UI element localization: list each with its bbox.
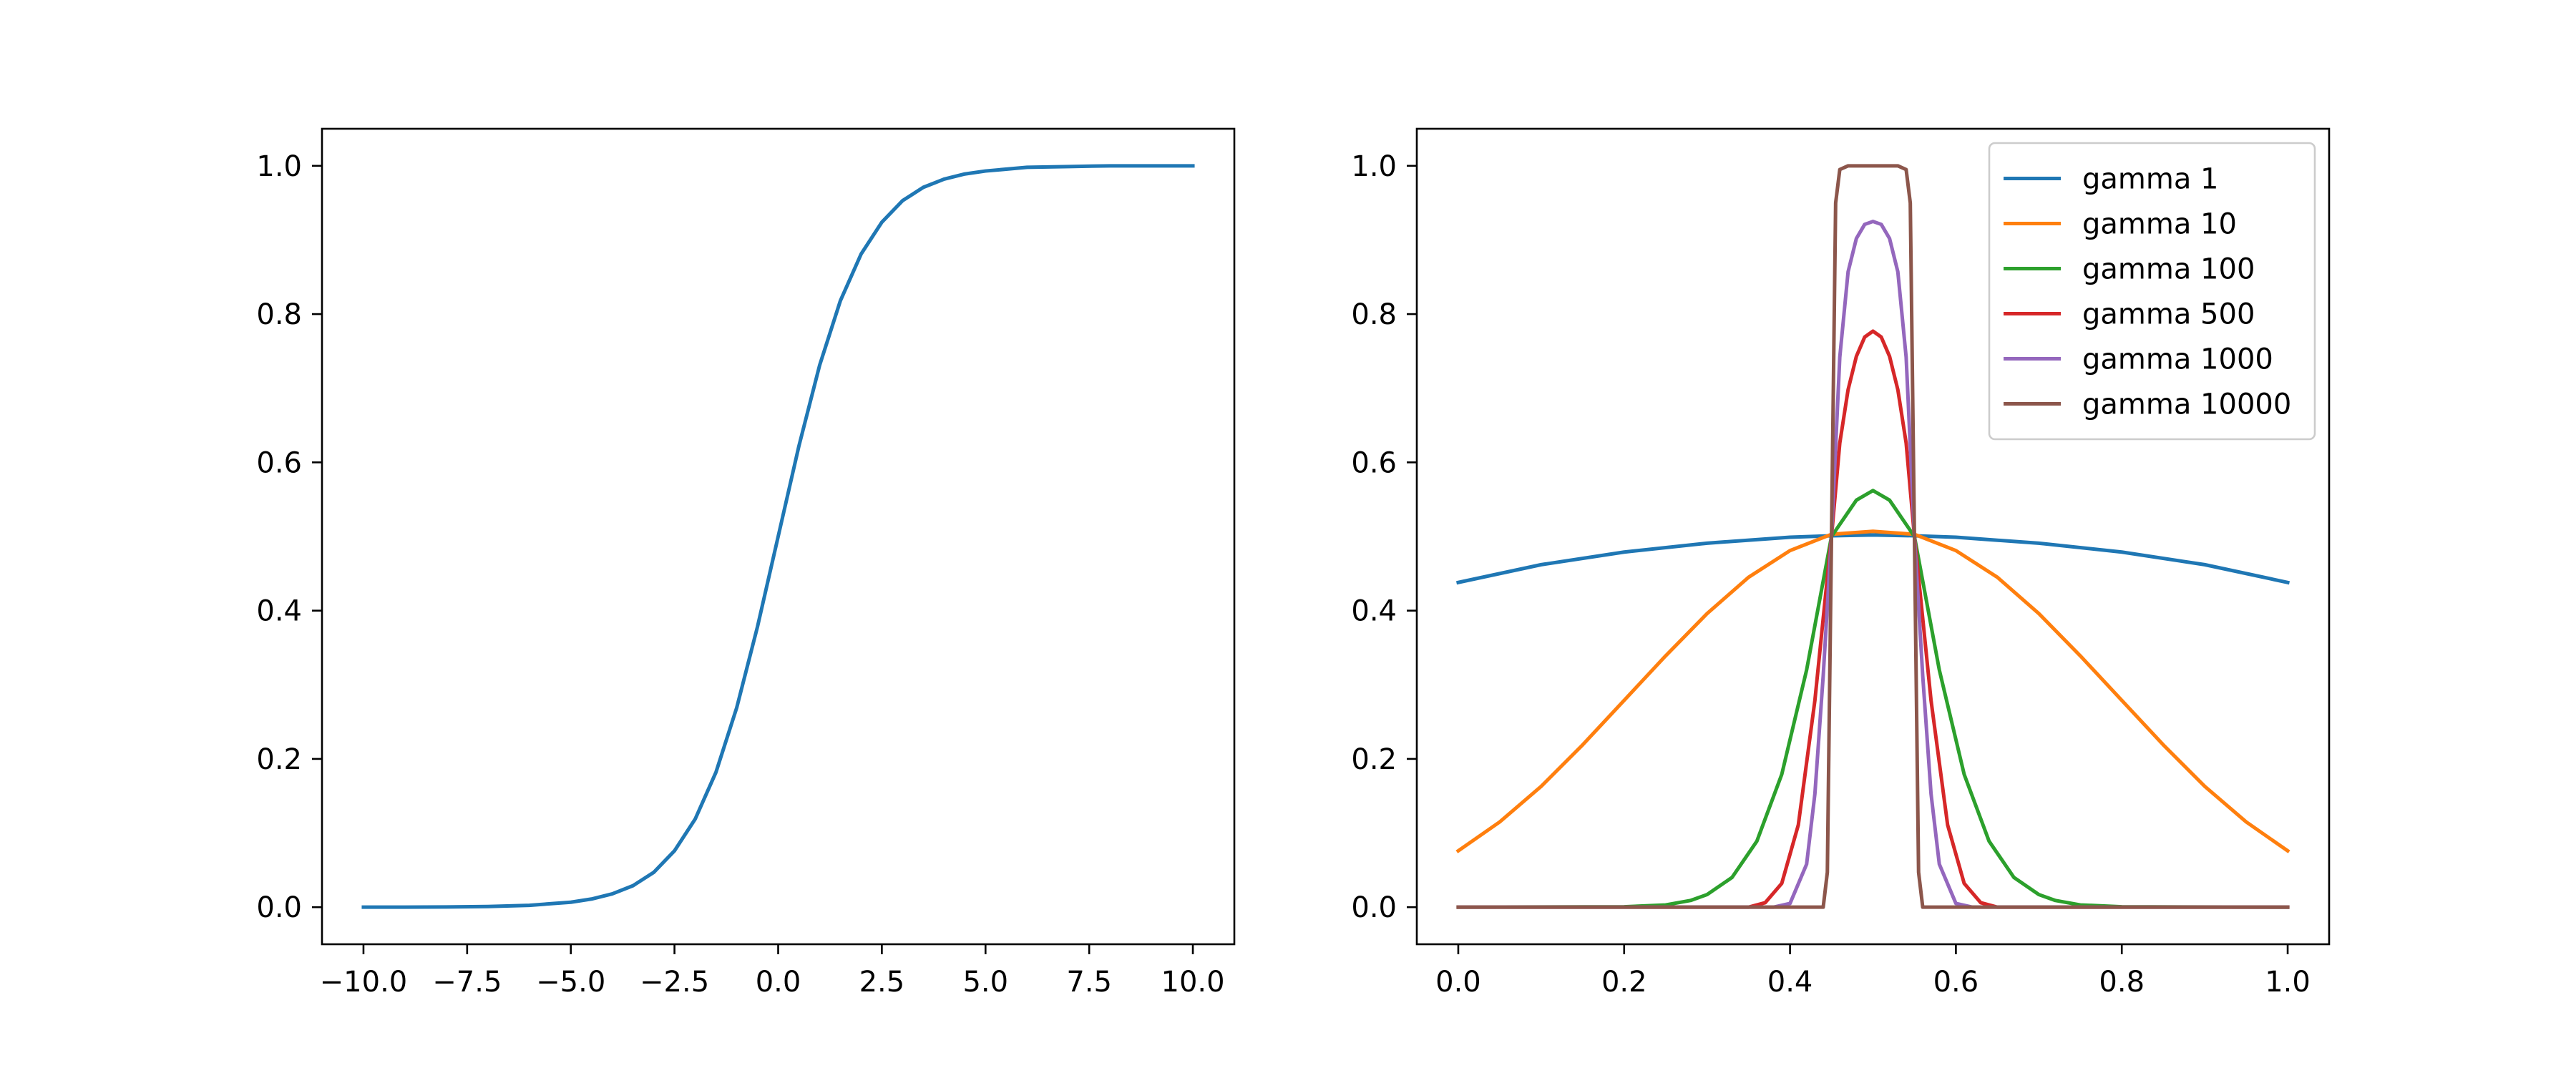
line-gamma-100	[1456, 489, 2290, 909]
x-tick-label: −5.0	[536, 966, 605, 999]
legend-item: gamma 10	[2004, 208, 2237, 241]
legend-item: gamma 1	[2004, 163, 2219, 196]
line-gamma-10	[1455, 529, 2290, 853]
x-tick-label: 2.5	[859, 966, 905, 999]
y-tick-label: 0.0	[256, 891, 302, 924]
y-tick-label: 0.0	[1351, 891, 1397, 924]
legend-item: gamma 500	[2004, 298, 2255, 331]
x-tick-label: 5.0	[962, 966, 1008, 999]
x-tick-label: −10.0	[320, 966, 408, 999]
line-gamma-1	[1455, 533, 2290, 585]
x-tick-label: 0.2	[1601, 966, 1647, 999]
x-tick-label: −2.5	[640, 966, 709, 999]
x-tick-label: 1.0	[2265, 966, 2311, 999]
y-tick-label: 0.4	[256, 595, 302, 628]
y-tick-label: 0.6	[256, 446, 302, 479]
x-tick-label: 10.0	[1161, 966, 1225, 999]
x-tick-label: 7.5	[1066, 966, 1112, 999]
y-tick-label: 0.2	[1351, 743, 1397, 776]
legend-label: gamma 500	[2082, 298, 2255, 331]
x-tick-label: −7.5	[432, 966, 502, 999]
legend-item: gamma 100	[2004, 253, 2255, 286]
legend-item: gamma 1000	[2004, 343, 2273, 376]
x-tick-label: 0.8	[2099, 966, 2145, 999]
legend-item: gamma 10000	[2004, 388, 2291, 421]
x-tick-label: 0.4	[1767, 966, 1813, 999]
sigmoid-chart: −10.0 −7.5 −5.0 −2.5 0.0 2.5 5.0 7.5 10.0 0.0 0.2 0…	[256, 127, 1236, 999]
legend-label: gamma 100	[2082, 253, 2255, 286]
legend-box	[1988, 142, 2316, 441]
legend-label: gamma 1000	[2082, 343, 2273, 376]
y-tick-label: 0.6	[1351, 446, 1397, 479]
line-gamma-1000	[1456, 220, 2290, 909]
y-tick-label: 0.8	[1351, 298, 1397, 331]
gamma-curves-chart: 0.0 0.2 0.4 0.6 0.8 1.0 0.0 0.2 0.4 0.6 0.8 1.0 gamm…	[1351, 127, 2331, 999]
y-tick-label: 0.2	[256, 743, 302, 776]
line-gamma-10000	[1456, 164, 2290, 909]
line-gamma-500	[1456, 329, 2290, 909]
x-tick-label: 0.0	[756, 966, 801, 999]
y-tick-label: 1.0	[256, 150, 302, 183]
legend: gamma 1 gamma 10 gamma 100 gamma 500 gamma 1…	[1988, 142, 2316, 441]
legend-label: gamma 1	[2082, 163, 2219, 196]
x-tick-label: 0.6	[1933, 966, 1979, 999]
y-tick-label: 0.8	[256, 298, 302, 331]
legend-label: gamma 10	[2082, 208, 2237, 241]
x-tick-label: 0.0	[1435, 966, 1481, 999]
axes-frame	[1415, 127, 2331, 946]
line-series-0	[361, 164, 1195, 909]
legend-label: gamma 10000	[2082, 388, 2291, 421]
y-tick-label: 0.4	[1351, 595, 1397, 628]
y-tick-label: 1.0	[1351, 150, 1397, 183]
